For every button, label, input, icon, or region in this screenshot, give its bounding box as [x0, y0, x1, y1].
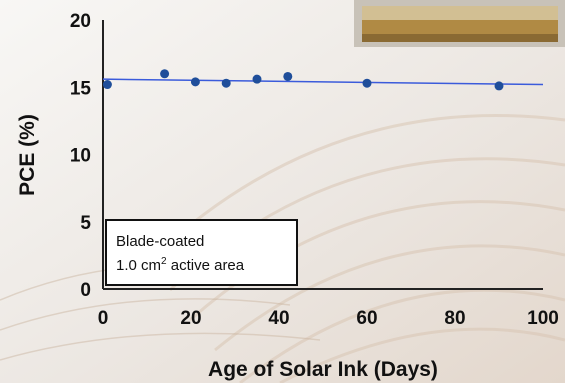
x-tick-label: 60: [356, 308, 377, 329]
data-point: [102, 80, 112, 90]
annotation-area-value: 1.0 cm: [116, 257, 161, 274]
y-axis-label: PCE (%): [16, 114, 39, 196]
data-point: [160, 69, 170, 79]
x-tick-label: 0: [98, 308, 109, 329]
y-tick-label: 20: [70, 11, 91, 32]
data-point: [494, 81, 504, 91]
y-tick-label: 10: [70, 146, 91, 167]
annotation-box: Blade-coated 1.0 cm2 active area: [105, 219, 298, 286]
y-tick-label: 15: [70, 78, 92, 99]
x-tick-label: 100: [527, 308, 559, 329]
data-point: [362, 78, 372, 88]
data-point: [190, 77, 200, 87]
data-point: [252, 74, 262, 84]
x-tick-label: 20: [180, 308, 201, 329]
data-point: [221, 78, 231, 88]
annotation-line-2: 1.0 cm2 active area: [116, 256, 245, 274]
annotation-area-unit-superscript: 2: [161, 256, 167, 267]
y-tick-label: 5: [80, 213, 91, 234]
x-tick-label: 40: [268, 308, 289, 329]
trend-line: [102, 78, 544, 86]
y-tick-label: 0: [80, 280, 91, 301]
x-axis-label: Age of Solar Ink (Days): [208, 358, 438, 381]
data-point: [283, 71, 293, 81]
x-tick-label: 80: [444, 308, 465, 329]
device-photo-inset: [354, 0, 565, 47]
annotation-line-1: Blade-coated: [116, 233, 204, 250]
annotation-area-suffix: active area: [167, 257, 245, 274]
